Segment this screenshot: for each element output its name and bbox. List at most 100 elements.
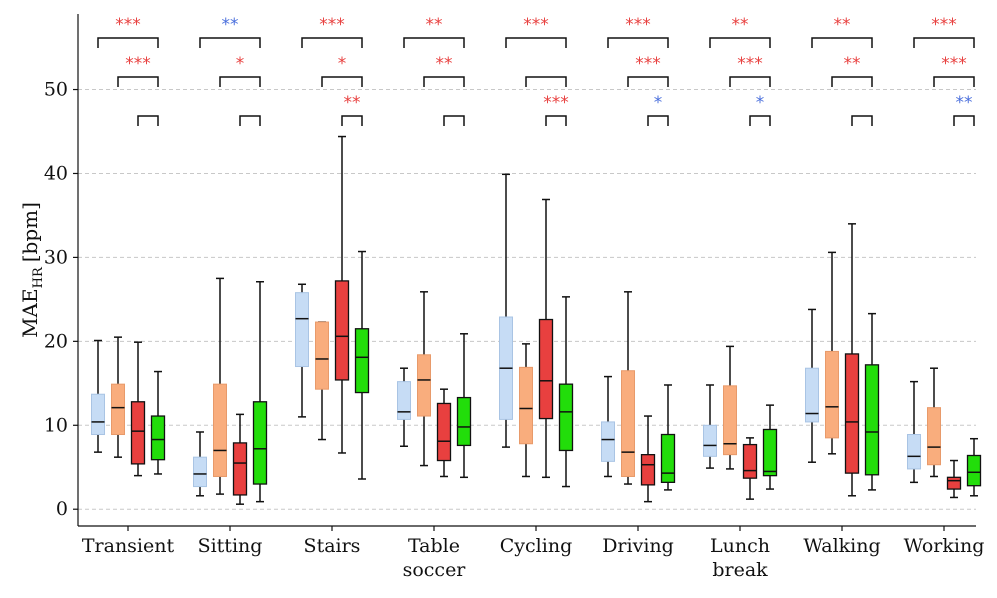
sig-bracket-6-1: *** [729, 54, 771, 87]
sig-bracket-8-1: *** [933, 54, 975, 87]
y-tick-label: 0 [56, 498, 68, 520]
sig-label: ** [834, 15, 851, 35]
y-axis-label-main: MAE [18, 288, 42, 338]
box-rect [295, 292, 309, 368]
sig-bracket-4-0: *** [505, 15, 567, 48]
plot-layer [91, 135, 982, 505]
box-method-4-4 [558, 296, 574, 488]
sig-label: ** [436, 54, 453, 74]
sig-bracket-line [607, 37, 669, 48]
sig-bracket-line [545, 115, 567, 126]
sig-bracket-line [321, 76, 363, 87]
y-tick-label: 30 [44, 246, 68, 268]
box-rect [762, 428, 778, 477]
box-rect [742, 443, 758, 479]
grid-layer [78, 89, 976, 510]
box-method-2-3 [417, 291, 431, 467]
sig-bracket-line [933, 76, 975, 87]
sig-bracket-4-2: *** [543, 93, 569, 126]
box-method-3-6 [742, 437, 758, 500]
y-tick-label: 20 [44, 330, 68, 352]
box-rect [111, 383, 125, 436]
box-rect [252, 401, 268, 485]
y-axis-label-subscript: HR [31, 266, 46, 288]
sig-bracket-line [137, 115, 159, 126]
box-method-1-7 [805, 308, 819, 463]
box-method-4-2 [354, 250, 370, 480]
sig-label: *** [125, 54, 151, 74]
sig-bracket-line [423, 76, 465, 87]
box-rect [150, 415, 166, 461]
sig-bracket-line [953, 115, 975, 126]
box-method-2-1 [213, 277, 227, 495]
sig-bracket-6-0: ** [709, 15, 771, 48]
box-rect [436, 402, 452, 462]
box-method-4-3 [456, 333, 472, 479]
box-rect [601, 421, 615, 462]
box-method-1-8 [907, 380, 921, 484]
box-rect [417, 354, 431, 417]
box-rect [354, 328, 370, 394]
y-axis-label-unit: [bpm] [18, 202, 42, 262]
sig-label: ** [732, 15, 749, 35]
x-category-label: soccer [403, 559, 467, 581]
box-rect [966, 454, 982, 487]
sig-bracket-line [341, 115, 363, 126]
sig-bracket-3-2 [443, 115, 465, 126]
x-category-label: Stairs [304, 535, 361, 557]
box-method-3-0 [130, 341, 146, 477]
sig-bracket-line [239, 115, 261, 126]
box-rect [640, 454, 656, 486]
box-method-3-7 [844, 223, 860, 497]
sig-label: *** [931, 15, 957, 35]
sig-bracket-line [851, 115, 873, 126]
y-tick-label: 50 [44, 79, 68, 101]
sig-bracket-line [831, 76, 873, 87]
sig-bracket-line [811, 37, 873, 48]
x-category-label: Sitting [198, 535, 263, 557]
box-rect [130, 401, 146, 465]
box-method-1-1 [193, 431, 207, 497]
box-method-2-6 [723, 345, 737, 470]
box-method-2-8 [927, 367, 941, 478]
sig-bracket-7-2 [851, 115, 873, 126]
box-rect [805, 367, 819, 423]
sig-bracket-5-1: *** [627, 54, 669, 87]
sig-label: ** [344, 93, 361, 113]
box-method-1-3 [397, 367, 411, 448]
sig-bracket-line [627, 76, 669, 87]
box-rect [558, 383, 574, 452]
box-method-1-5 [601, 375, 615, 478]
sig-bracket-5-2: * [647, 93, 669, 126]
box-rect [946, 476, 962, 490]
sig-bracket-0-0: *** [97, 15, 159, 48]
sig-bracket-line [301, 37, 363, 48]
x-category-label: Table [408, 535, 460, 557]
box-rect [621, 370, 635, 477]
box-rect [193, 456, 207, 488]
box-method-4-0 [150, 370, 166, 475]
sig-bracket-7-0: ** [811, 15, 873, 48]
sig-label: ** [844, 54, 861, 74]
sig-label: ** [426, 15, 443, 35]
sig-label: *** [635, 54, 661, 74]
box-method-4-6 [762, 404, 778, 490]
sig-bracket-line [505, 37, 567, 48]
sig-label: *** [543, 93, 569, 113]
sig-bracket-line [97, 37, 159, 48]
sig-bracket-6-2: * [749, 93, 771, 126]
sig-label: ** [956, 93, 973, 113]
sig-bracket-line [647, 115, 669, 126]
box-method-4-7 [864, 312, 880, 491]
box-method-1-2 [295, 283, 309, 418]
sig-bracket-7-1: ** [831, 54, 873, 87]
sig-bracket-8-2: ** [953, 93, 975, 126]
sig-bracket-line [913, 37, 975, 48]
sig-bracket-line [199, 37, 261, 48]
box-method-3-5 [640, 415, 656, 503]
box-rect [334, 280, 350, 381]
axes-layer [77, 14, 976, 527]
